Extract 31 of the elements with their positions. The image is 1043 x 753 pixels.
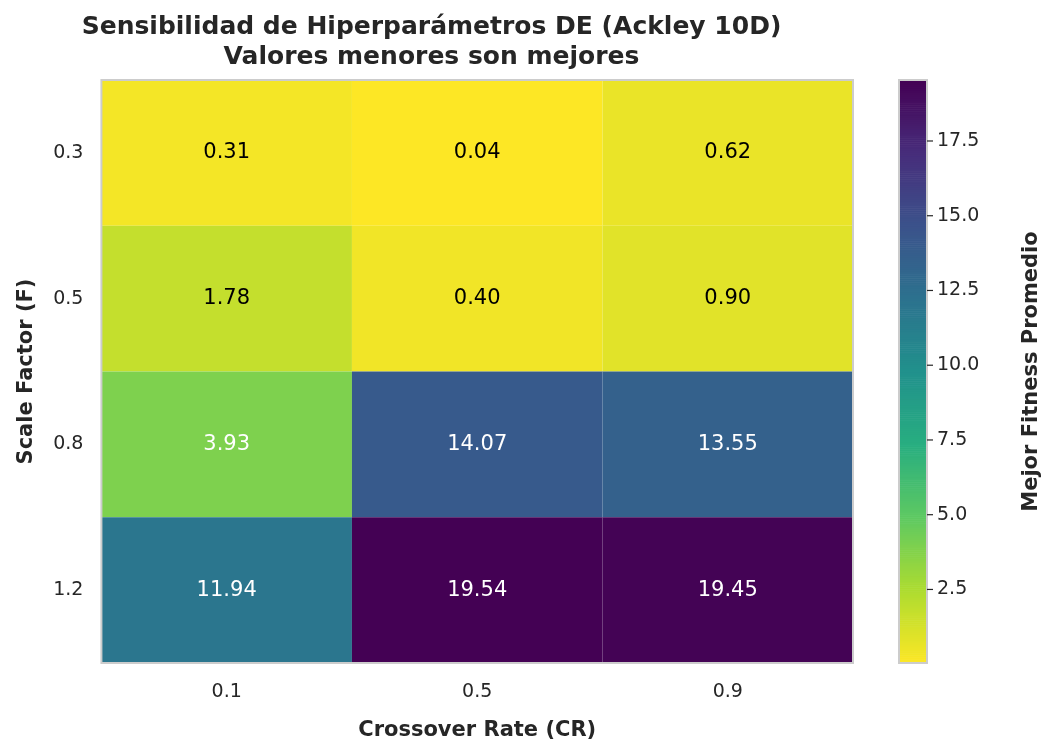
color-bar-label: 5.0 xyxy=(937,501,968,524)
data-label: 0.62 xyxy=(704,139,752,164)
x-tick-label: 0.1 xyxy=(211,679,242,702)
data-label: 14.07 xyxy=(447,430,508,455)
y-tick-label: 1.2 xyxy=(53,577,84,600)
x-tick-label: 0.9 xyxy=(712,679,743,702)
chart-title: Sensibilidad de Hiperparámetros DE (Ackley 10D) xyxy=(81,10,782,40)
color-bar-label: 12.5 xyxy=(937,277,980,300)
data-label: 0.40 xyxy=(453,285,501,310)
x-tick-label: 0.5 xyxy=(462,679,493,702)
data-label: 1.78 xyxy=(203,285,251,310)
data-label: 13.55 xyxy=(697,430,758,455)
color-bar-label: 15.0 xyxy=(937,202,980,225)
chart-subtitle: Valores menores son mejores xyxy=(223,40,640,70)
y-axis-title: Scale Factor (F) xyxy=(13,278,38,465)
color-bar-label: 2.5 xyxy=(937,576,968,599)
data-label: 19.45 xyxy=(697,576,758,601)
y-tick-label: 0.5 xyxy=(53,285,84,308)
color-bar-label: 10.0 xyxy=(937,352,980,375)
x-axis-title: Crossover Rate (CR) xyxy=(358,716,597,741)
y-tick-label: 0.8 xyxy=(53,431,84,454)
data-label: 0.90 xyxy=(704,285,752,310)
color-bar-label: 17.5 xyxy=(937,127,980,150)
data-label: 0.31 xyxy=(203,139,251,164)
y-tick-label: 0.3 xyxy=(53,139,84,162)
data-label: 3.93 xyxy=(203,430,251,455)
data-label: 19.54 xyxy=(447,576,508,601)
data-label: 0.04 xyxy=(453,139,501,164)
data-label: 11.94 xyxy=(196,576,257,601)
color-bar-label: 7.5 xyxy=(937,426,968,449)
color-bar-title: Mejor Fitness Promedio xyxy=(1018,231,1043,512)
